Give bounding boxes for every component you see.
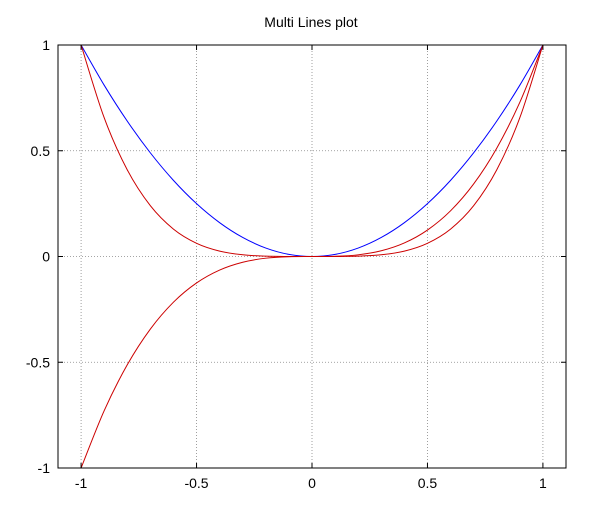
x-tick-label: 0.5 xyxy=(418,475,438,491)
y-tick-label: 1 xyxy=(42,37,50,53)
series-line-3 xyxy=(80,44,544,258)
data-series xyxy=(80,44,544,469)
tick-labels: -1 -0.5 0 0.5 1 -1 -0.5 0 0.5 1 xyxy=(26,37,547,491)
y-tick-label: 0.5 xyxy=(31,143,51,159)
axis-ticks xyxy=(58,44,566,469)
x-tick-label: -0.5 xyxy=(184,475,208,491)
y-tick-label: -1 xyxy=(38,460,51,476)
x-tick-label: -1 xyxy=(75,475,88,491)
x-tick-label: 0 xyxy=(308,475,316,491)
x-tick-label: 1 xyxy=(539,475,547,491)
y-tick-label: -0.5 xyxy=(26,354,50,370)
y-tick-label: 0 xyxy=(42,249,50,265)
chart-title: Multi Lines plot xyxy=(264,14,357,30)
